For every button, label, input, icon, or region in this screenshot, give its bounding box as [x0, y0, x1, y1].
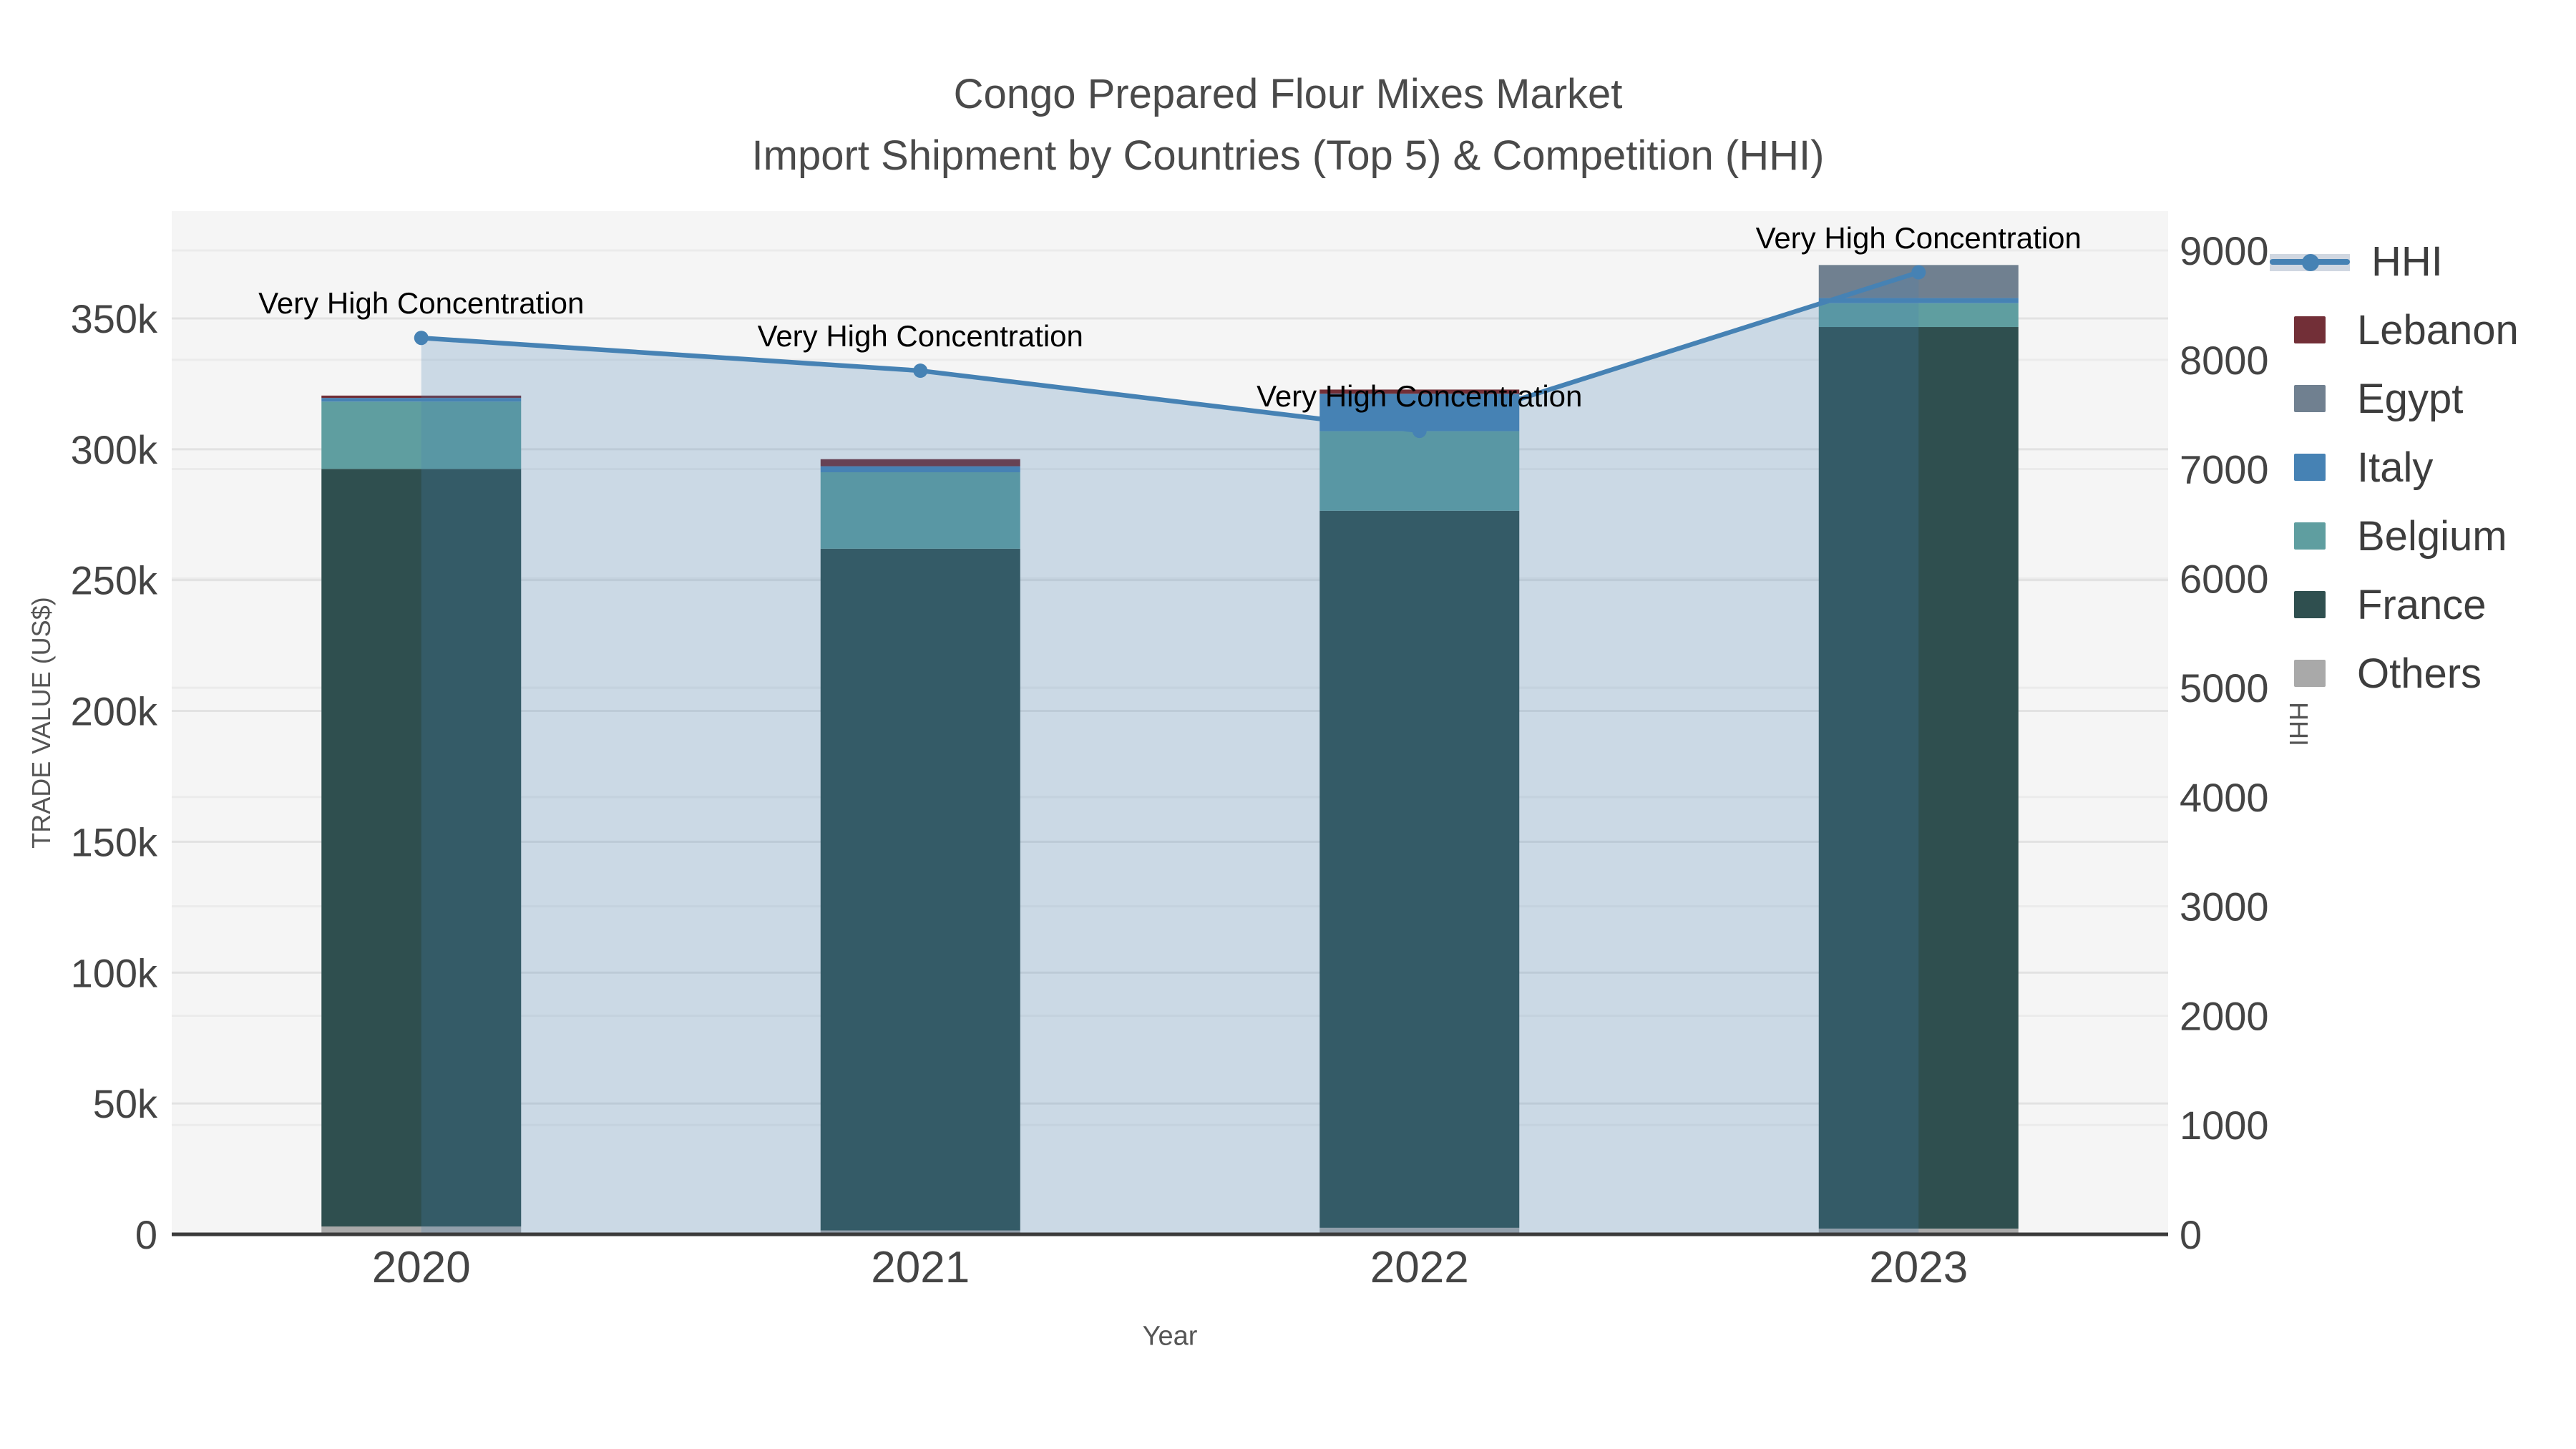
- y2-tick-label: 5000: [2180, 665, 2269, 711]
- y-tick-label: 250k: [71, 558, 158, 603]
- y2-tick-label: 0: [2180, 1212, 2202, 1257]
- bar-segment-belgium-2020: [321, 401, 522, 469]
- legend-label-lebanon: Lebanon: [2357, 306, 2519, 353]
- bar-segment-italy-2020: [321, 398, 522, 402]
- y-tick-label: 150k: [71, 819, 158, 864]
- legend-label-others: Others: [2357, 650, 2482, 697]
- legend-item-france[interactable]: France: [2270, 570, 2487, 639]
- legend-swatch-others: [2294, 660, 2326, 687]
- legend-swatch-italy: [2294, 454, 2326, 481]
- legend-label-hhi: HHI: [2371, 238, 2443, 285]
- chart-title-line1: Congo Prepared Flour Mixes Market: [953, 71, 1623, 117]
- y2-tick-label: 7000: [2180, 447, 2269, 492]
- legend-label-france: France: [2357, 581, 2487, 628]
- x-tick-label: 2020: [372, 1243, 471, 1292]
- legend-label-belgium: Belgium: [2357, 512, 2507, 560]
- y2-tick-label: 1000: [2180, 1103, 2269, 1148]
- legend-swatch-lebanon: [2294, 316, 2326, 343]
- bar-segment-italy-2021: [820, 466, 1020, 472]
- annotation-2020: Very High Concentration: [258, 286, 585, 321]
- chart-title-line2: Import Shipment by Countries (Top 5) & C…: [751, 132, 1825, 179]
- y-tick-label: 300k: [71, 427, 158, 472]
- bar-segment-belgium-2023: [1818, 303, 2019, 328]
- bar-segment-others-2020: [321, 1226, 522, 1234]
- bar-segment-others-2021: [820, 1230, 1020, 1234]
- bar-segment-lebanon-2022: [1319, 389, 1520, 394]
- y2-tick-label: 2000: [2180, 993, 2269, 1038]
- legend-item-egypt[interactable]: Egypt: [2270, 364, 2463, 433]
- bar-segment-lebanon-2020: [321, 395, 522, 399]
- bar-segment-lebanon-2021: [820, 459, 1020, 467]
- hhi-area-fill: [421, 272, 1919, 1234]
- y-tick-label: 100k: [71, 950, 158, 995]
- x-tick-label: 2021: [871, 1243, 970, 1292]
- bar-segment-france-2022: [1319, 510, 1520, 1228]
- legend-item-italy[interactable]: Italy: [2270, 433, 2433, 502]
- y-tick-label: 50k: [93, 1081, 158, 1126]
- legend-item-others[interactable]: Others: [2270, 639, 2482, 708]
- y-tick-label: 350k: [71, 296, 158, 341]
- bar-segment-france-2023: [1818, 327, 2019, 1229]
- bar-segment-france-2020: [321, 469, 522, 1227]
- y2-tick-label: 8000: [2180, 338, 2269, 383]
- legend-item-belgium[interactable]: Belgium: [2270, 502, 2507, 570]
- bar-segment-others-2023: [1818, 1228, 2019, 1234]
- legend-swatch-egypt: [2294, 385, 2326, 412]
- annotation-2021: Very High Concentration: [757, 319, 1083, 353]
- y-axis-title: TRADE VALUE (US$): [26, 597, 56, 849]
- legend-item-hhi[interactable]: HHI: [2270, 227, 2443, 296]
- legend-item-lebanon[interactable]: Lebanon: [2270, 296, 2519, 364]
- y-tick-label: 0: [135, 1212, 157, 1257]
- annotation-2022: Very High Concentration: [1257, 379, 1583, 414]
- bar-segment-france-2021: [820, 548, 1020, 1231]
- y2-tick-label: 6000: [2180, 556, 2269, 601]
- x-tick-label: 2023: [1869, 1243, 1968, 1292]
- hhi-legend-sample: [2270, 249, 2350, 273]
- y2-tick-label: 4000: [2180, 775, 2269, 820]
- legend-swatch-belgium: [2294, 522, 2326, 550]
- hhi-marker-2020: [414, 331, 429, 346]
- annotation-2023: Very High Concentration: [1755, 220, 2082, 255]
- legend-label-italy: Italy: [2357, 444, 2434, 491]
- legend-swatch-france: [2294, 591, 2326, 618]
- hhi-marker-2021: [913, 364, 928, 379]
- bar-segment-belgium-2021: [820, 472, 1020, 549]
- bar-segment-belgium-2022: [1319, 431, 1520, 511]
- hhi-marker-2023: [1911, 265, 1926, 280]
- legend-label-egypt: Egypt: [2357, 375, 2464, 422]
- hhi-line: [419, 270, 1921, 434]
- hhi-marker-2022: [1412, 424, 1427, 439]
- y2-axis-title: HHI: [2284, 702, 2313, 746]
- bar-segment-italy-2023: [1818, 298, 2019, 303]
- hhi-legend-dot: [2302, 254, 2319, 271]
- x-axis-title: Year: [1142, 1321, 1198, 1352]
- y2-tick-label: 3000: [2180, 884, 2269, 930]
- x-tick-label: 2022: [1370, 1243, 1469, 1292]
- bar-segment-others-2022: [1319, 1227, 1520, 1234]
- y2-tick-label: 9000: [2180, 228, 2269, 273]
- y-tick-label: 200k: [71, 689, 158, 734]
